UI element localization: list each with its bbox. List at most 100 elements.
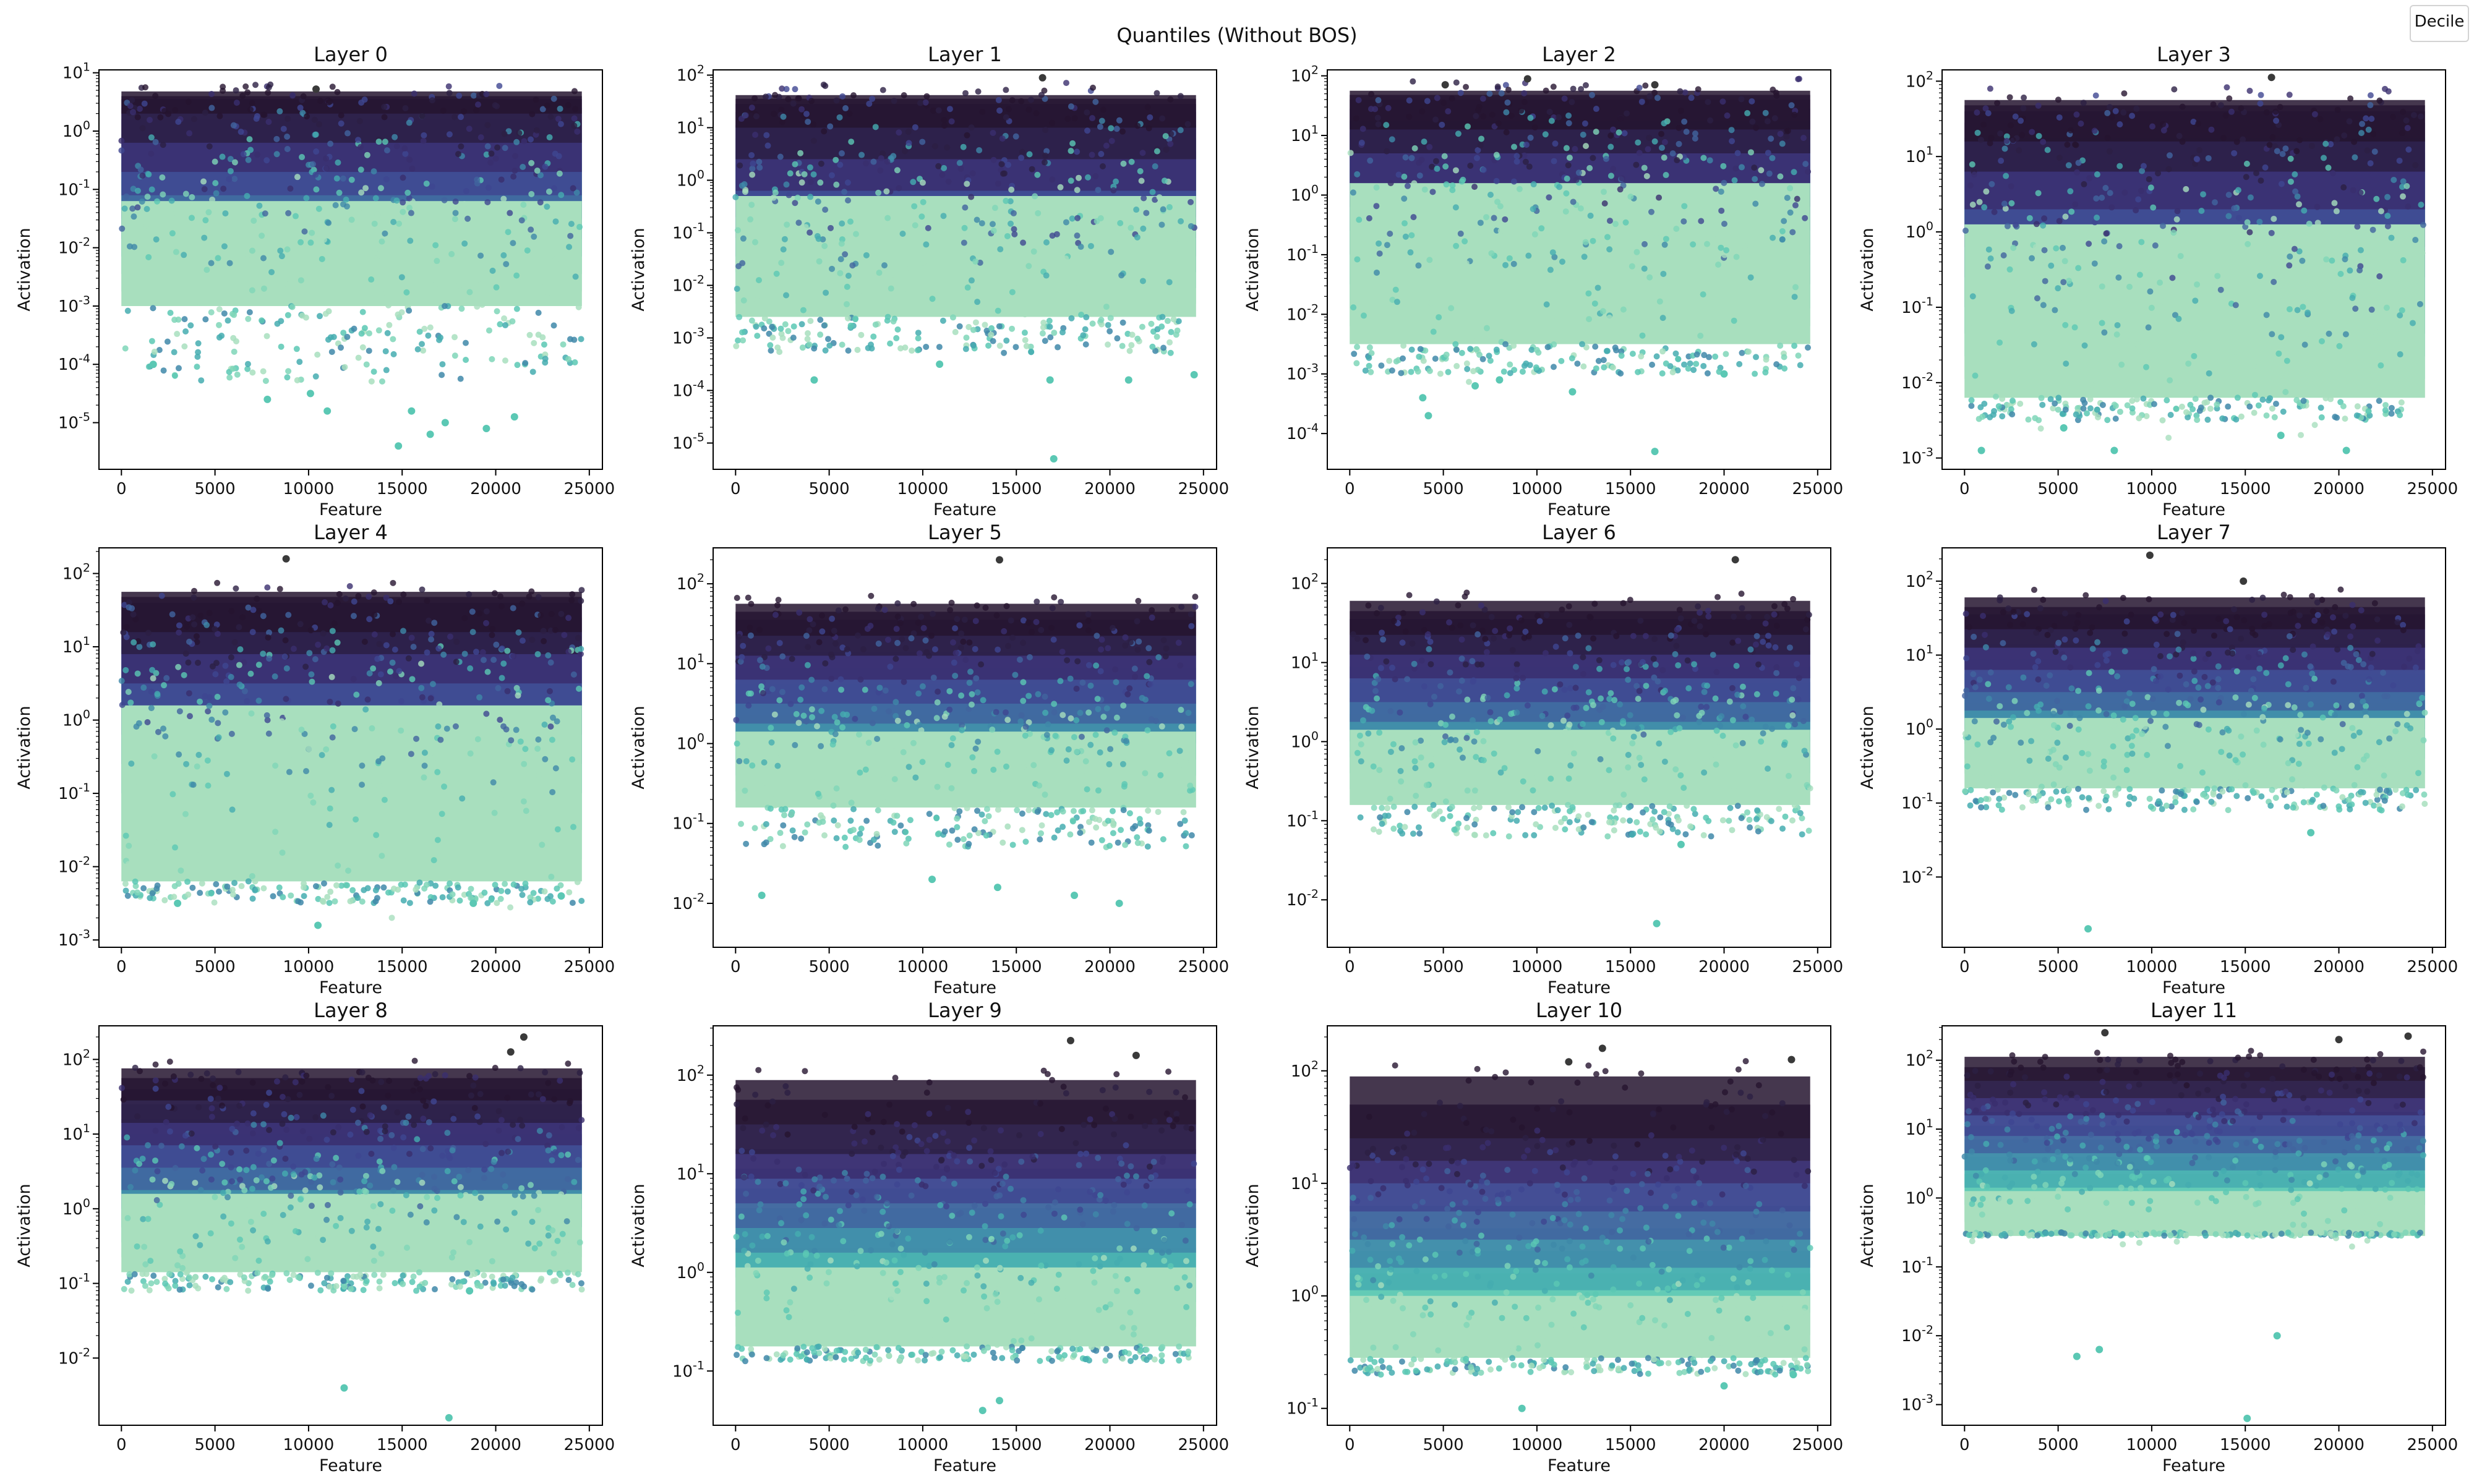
point xyxy=(1076,622,1083,629)
point xyxy=(2333,702,2340,709)
point xyxy=(2327,141,2334,148)
point xyxy=(307,239,314,246)
point xyxy=(1147,681,1154,688)
point xyxy=(1559,606,1565,613)
point-low xyxy=(213,881,220,887)
point-low xyxy=(1999,413,2006,420)
outlier-low xyxy=(1050,455,1058,463)
x-tick-label: 20000 xyxy=(1698,480,1750,498)
point xyxy=(1051,594,1058,601)
point-low xyxy=(122,887,129,894)
point xyxy=(2024,710,2031,717)
point xyxy=(513,272,520,279)
point xyxy=(529,111,536,117)
point xyxy=(1534,774,1541,780)
point xyxy=(576,224,583,231)
point xyxy=(1016,656,1023,663)
point-low xyxy=(1600,357,1607,364)
point xyxy=(2094,171,2100,178)
point xyxy=(1134,618,1141,625)
point xyxy=(186,713,193,720)
point xyxy=(169,791,176,798)
point xyxy=(1606,246,1613,253)
point xyxy=(2251,362,2258,369)
point xyxy=(935,688,941,695)
point-low xyxy=(1085,819,1092,825)
point-low xyxy=(527,894,534,901)
point xyxy=(1561,686,1568,693)
point xyxy=(2243,174,2249,181)
point xyxy=(2306,220,2313,227)
point xyxy=(1697,333,1704,339)
point xyxy=(1794,195,1800,202)
point-low xyxy=(1106,328,1113,335)
point-low xyxy=(785,328,792,335)
point xyxy=(2008,200,2015,207)
y-axis-label: Activation xyxy=(1243,228,1262,311)
point xyxy=(2089,646,2096,652)
point xyxy=(480,657,487,663)
point xyxy=(1004,232,1011,239)
point xyxy=(2340,184,2347,191)
point xyxy=(830,802,837,809)
point xyxy=(578,587,585,594)
point xyxy=(1514,680,1521,686)
point xyxy=(477,134,484,141)
point xyxy=(544,289,551,296)
point xyxy=(254,595,260,602)
point xyxy=(1637,617,1644,624)
point xyxy=(1140,225,1147,232)
point-low xyxy=(1675,817,1682,824)
point xyxy=(1387,230,1393,237)
point xyxy=(1415,262,1422,269)
point xyxy=(1624,110,1630,117)
point xyxy=(128,760,135,767)
point xyxy=(920,259,927,266)
point xyxy=(131,213,137,220)
point xyxy=(2368,116,2375,122)
point-low xyxy=(1550,364,1557,370)
point xyxy=(1650,655,1657,662)
point xyxy=(1068,148,1074,155)
point xyxy=(558,610,565,617)
point xyxy=(1027,96,1034,103)
point xyxy=(1966,624,1972,631)
point-low xyxy=(844,315,851,322)
point xyxy=(1192,603,1199,610)
point xyxy=(2347,95,2354,102)
point-low xyxy=(1744,809,1751,816)
point xyxy=(1049,605,1056,612)
point xyxy=(2170,229,2177,236)
point-low xyxy=(1723,351,1729,357)
point xyxy=(2378,208,2384,215)
point xyxy=(463,187,470,194)
point xyxy=(1509,647,1516,654)
point xyxy=(1713,761,1719,768)
point xyxy=(2032,244,2039,250)
point xyxy=(2121,703,2128,710)
point xyxy=(1622,219,1629,226)
point xyxy=(1128,158,1135,165)
point xyxy=(810,121,816,128)
subplot-title: Layer 0 xyxy=(314,43,388,66)
point xyxy=(1110,187,1117,194)
point xyxy=(920,198,927,205)
point xyxy=(1547,775,1554,782)
point xyxy=(1566,155,1573,161)
outlier-high xyxy=(1441,81,1449,89)
point xyxy=(534,745,541,752)
point xyxy=(1494,83,1501,90)
point xyxy=(127,699,134,706)
point xyxy=(376,641,383,647)
point xyxy=(1551,686,1558,693)
point xyxy=(189,614,196,621)
point xyxy=(838,241,845,247)
point xyxy=(1163,645,1170,652)
point xyxy=(1449,625,1455,631)
point xyxy=(2086,241,2092,247)
point xyxy=(1373,610,1380,616)
point-low xyxy=(834,822,841,829)
point xyxy=(1707,117,1714,124)
point-low xyxy=(960,836,967,843)
point-low xyxy=(452,334,458,341)
